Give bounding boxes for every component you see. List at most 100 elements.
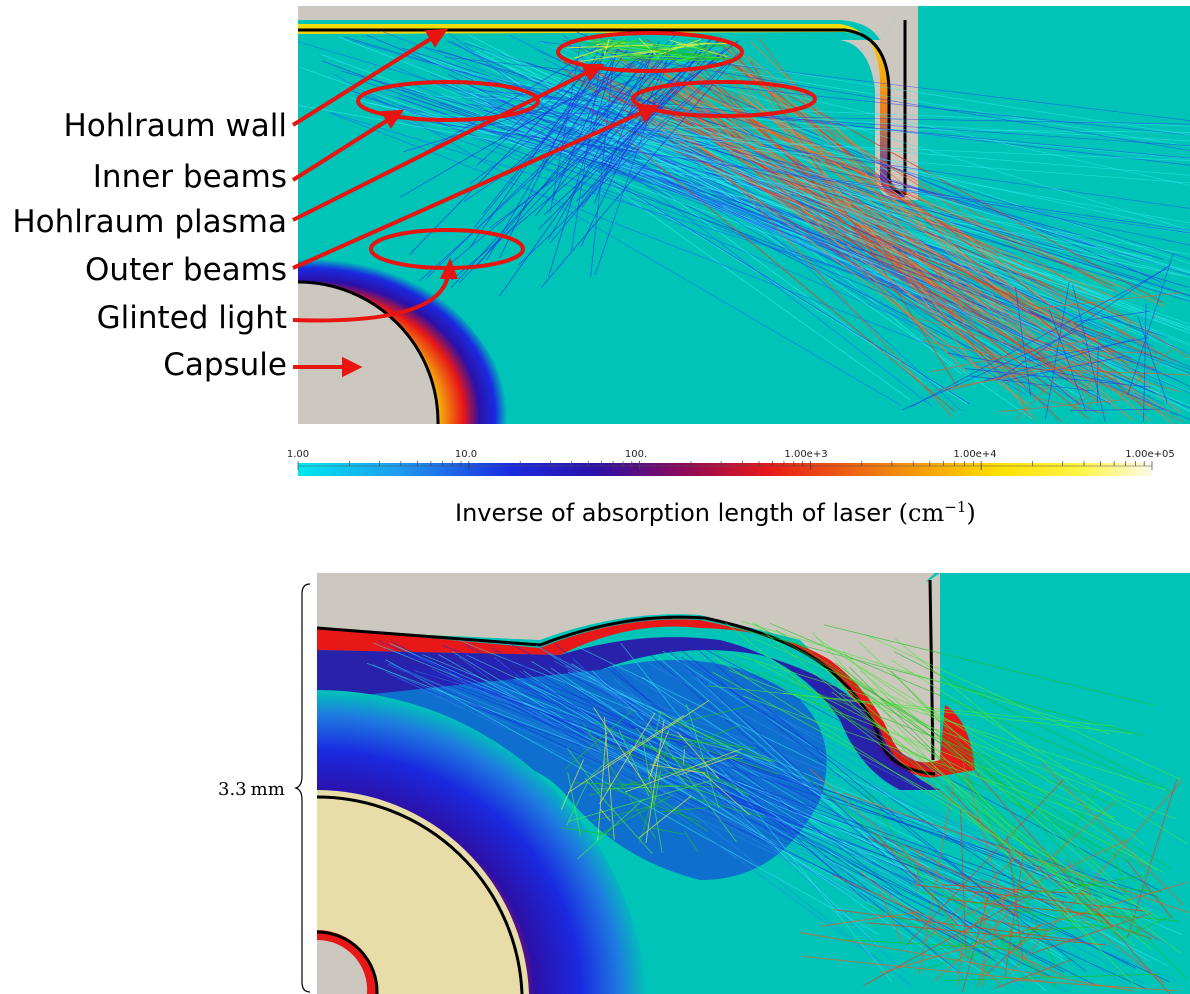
ray [676, 731, 719, 779]
ray [999, 399, 1126, 413]
ray [403, 44, 602, 166]
label-outer-beams: Outer beams [85, 252, 287, 288]
ray [799, 932, 1135, 992]
ray [1032, 880, 1165, 984]
ray [547, 653, 966, 914]
ray [502, 59, 638, 177]
ray [451, 40, 962, 353]
colorbar-tick-label: 1.00e+4 [953, 449, 997, 460]
ray [561, 759, 584, 810]
ray [385, 659, 880, 935]
ray [944, 366, 1048, 392]
ray [969, 375, 1095, 392]
ray [1030, 292, 1182, 310]
ray [469, 85, 1190, 302]
ray [460, 96, 1190, 374]
ray [427, 81, 1190, 412]
ray [344, 36, 1190, 288]
colorbar-ticks [297, 461, 1153, 470]
ray [646, 38, 1087, 393]
ray [916, 848, 919, 893]
ray [1117, 915, 1173, 941]
ray [669, 107, 1170, 413]
ray [715, 658, 1138, 927]
capsule-core-contour-bottom [317, 930, 379, 994]
ray [449, 673, 1025, 988]
ray [594, 40, 673, 49]
ray [593, 103, 1190, 368]
ray [505, 641, 1136, 969]
dimension-value: 3.3 [218, 779, 247, 800]
ray [515, 676, 985, 951]
ray [400, 52, 650, 198]
ray [428, 123, 1190, 255]
ray [820, 911, 919, 927]
annotation-ellipse-plasma [631, 80, 817, 118]
ray [420, 112, 1190, 176]
ray [597, 732, 607, 841]
annotation-arrows [291, 28, 660, 378]
ray [1032, 397, 1106, 414]
ray [707, 685, 1115, 727]
ray [686, 47, 1174, 424]
capsule-ablator-bottom [317, 789, 529, 994]
ray [747, 54, 1181, 414]
ray [714, 651, 1130, 863]
ray [968, 763, 1171, 994]
ray [775, 629, 1144, 868]
ray [580, 46, 675, 247]
colorbar-gradient [298, 463, 1152, 476]
ray [717, 35, 978, 370]
ray [973, 366, 1190, 376]
ray [592, 805, 653, 822]
ray [715, 50, 1146, 379]
ray [742, 695, 1136, 832]
ray [673, 89, 1165, 307]
hohlraum-wall-lip-bottom [800, 573, 940, 770]
capsule-contour-bottom [317, 795, 524, 994]
ray [689, 640, 1162, 892]
ray [995, 264, 1171, 382]
ray [550, 667, 902, 899]
ray [682, 785, 728, 799]
ray [657, 39, 701, 56]
ray [584, 777, 653, 855]
arrow-inner-beams [291, 118, 390, 182]
ray [604, 46, 683, 56]
ray [633, 739, 748, 793]
ray [958, 942, 962, 986]
ray [737, 91, 1114, 402]
ray [564, 42, 1190, 147]
ray [1008, 779, 1183, 975]
ray [597, 125, 1190, 346]
ray [451, 40, 738, 281]
ray [815, 637, 1158, 871]
ray [586, 78, 1071, 383]
ray [565, 709, 634, 770]
ray [555, 644, 961, 974]
ray [560, 827, 616, 837]
ray [501, 51, 1033, 420]
ray [1126, 778, 1178, 939]
ray [783, 692, 1132, 734]
colorbar-title-unit: cm [908, 499, 945, 527]
ray [812, 632, 1101, 949]
ray [458, 127, 1190, 184]
ray [594, 63, 668, 276]
ray [1027, 348, 1161, 354]
ray [638, 38, 659, 58]
ray [597, 794, 673, 836]
ray [1056, 881, 1162, 893]
ray [956, 801, 1115, 940]
ray [823, 624, 1155, 706]
ray [566, 747, 601, 794]
ray [660, 807, 708, 813]
label-hohlraum-wall: Hohlraum wall [63, 108, 287, 144]
ray [513, 133, 1190, 370]
label-glinted-light: Glinted light [96, 300, 287, 336]
ray [1066, 859, 1107, 922]
dimension-unit: mm [250, 779, 285, 800]
ray [541, 58, 735, 288]
ray [482, 64, 605, 215]
ray [567, 700, 710, 794]
